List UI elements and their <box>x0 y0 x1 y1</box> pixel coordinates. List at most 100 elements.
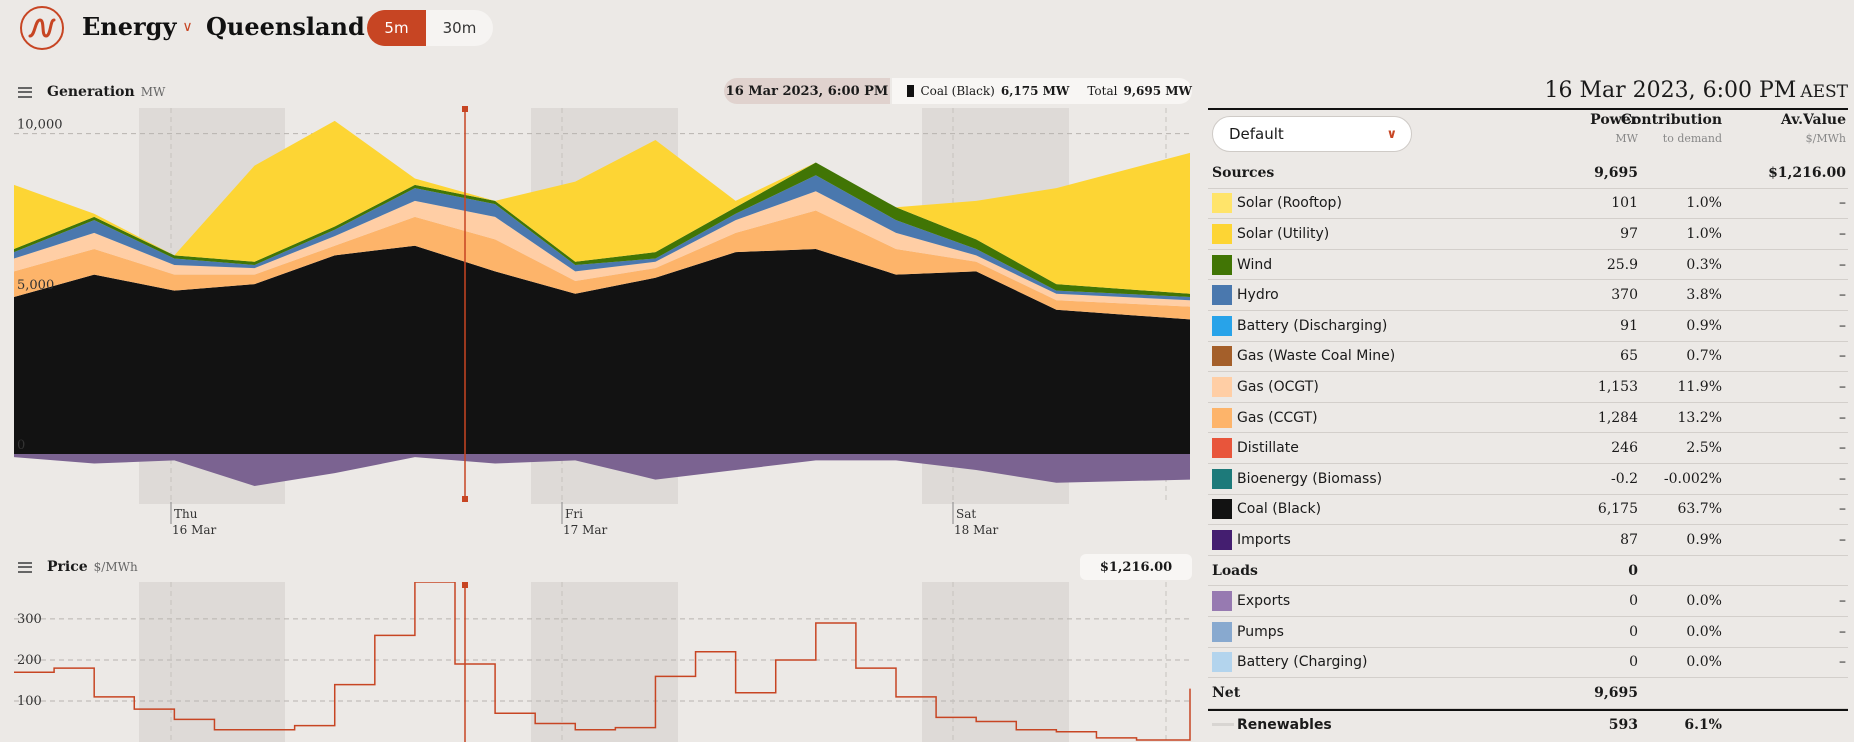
fuel-row[interactable]: Gas (CCGT) 1,284 13.2% – <box>1208 403 1848 434</box>
loads-row: Loads 0 <box>1208 556 1848 587</box>
fuel-swatch[interactable] <box>1212 223 1232 244</box>
sources-row: Sources 9,695 $1,216.00 <box>1208 158 1848 189</box>
sources-label: Sources <box>1212 164 1275 181</box>
renewables-row: Renewables 593 6.1% <box>1208 708 1848 740</box>
fuel-name: Gas (CCGT) <box>1237 409 1318 426</box>
fuel-swatch[interactable] <box>1212 193 1232 214</box>
renewables-power: 593 <box>1608 716 1638 733</box>
app-logo[interactable] <box>20 6 64 50</box>
fuel-contribution: 0.9% <box>1686 317 1722 334</box>
fuel-contribution: 1.0% <box>1686 195 1722 212</box>
region-dropdown[interactable]: Queensland ∨ <box>206 12 381 41</box>
fuel-contribution: 0.3% <box>1686 256 1722 273</box>
fuel-contribution: 0.0% <box>1686 654 1722 671</box>
price-chart[interactable]: 300 200 100 <box>0 582 1200 742</box>
x-tick-date: 18 Mar <box>954 523 999 537</box>
fuel-row[interactable]: Battery (Charging) 0 0.0% – <box>1208 648 1848 679</box>
tooltip-values: Coal (Black) 6,175 MW Total 9,695 MW <box>892 78 1192 104</box>
y-tick-label: 10,000 <box>17 118 63 133</box>
fuel-contribution: 1.0% <box>1686 225 1722 242</box>
fuel-swatch[interactable] <box>1212 499 1232 520</box>
fuel-row[interactable]: Wind 25.9 0.3% – <box>1208 250 1848 281</box>
fuel-swatch[interactable] <box>1212 346 1232 367</box>
fuel-row[interactable]: Coal (Black) 6,175 63.7% – <box>1208 495 1848 526</box>
fuel-swatch[interactable] <box>1212 438 1232 459</box>
fuel-name: Gas (OCGT) <box>1237 378 1319 395</box>
fuel-name: Wind <box>1237 256 1273 273</box>
price-header: Price $/MWh <box>0 554 700 580</box>
fuel-row[interactable]: Gas (OCGT) 1,153 11.9% – <box>1208 372 1848 403</box>
fuel-row[interactable]: Solar (Rooftop) 101 1.0% – <box>1208 189 1848 220</box>
y-tick-label: 100 <box>17 694 42 709</box>
fuel-swatch[interactable] <box>1212 254 1232 275</box>
area-coal-black- <box>14 245 1190 454</box>
renewables-label: Renewables <box>1237 716 1332 733</box>
cursor-handle-top <box>462 106 468 112</box>
y-tick-label: 200 <box>17 653 42 668</box>
night-band <box>922 582 1069 742</box>
view-dropdown[interactable]: Default ∨ <box>1212 116 1412 152</box>
fuel-row[interactable]: Gas (Waste Coal Mine) 65 0.7% – <box>1208 342 1848 373</box>
fuel-av-value: – <box>1839 654 1846 671</box>
fuel-row[interactable]: Distillate 246 2.5% – <box>1208 433 1848 464</box>
renewables-contribution: 6.1% <box>1684 716 1722 733</box>
generation-chart[interactable]: 10,000 5,000 0 Thu 16 Mar Fri 17 Mar Sat 18 Mar <box>0 104 1200 544</box>
x-tick-date: 16 Mar <box>172 523 217 537</box>
fuel-swatch[interactable] <box>1212 376 1232 397</box>
price-line <box>14 582 1191 741</box>
summary-table-panel: 16 Mar 2023, 6:00 PM AEST Default ∨ Power… <box>1208 72 1848 742</box>
menu-icon[interactable] <box>18 561 32 573</box>
fuel-row[interactable]: Pumps 0 0.0% – <box>1208 617 1848 648</box>
generation-unit: MW <box>140 85 166 99</box>
area-solar-utility- <box>14 120 1190 294</box>
fuel-power: 246 <box>1611 440 1638 457</box>
y-tick-label: 300 <box>17 612 42 627</box>
fuel-swatch[interactable] <box>1212 591 1232 612</box>
fuel-contribution: 0.0% <box>1686 623 1722 640</box>
fuel-row[interactable]: Hydro 370 3.8% – <box>1208 280 1848 311</box>
fuel-name: Distillate <box>1237 440 1299 457</box>
fuel-swatch[interactable] <box>1212 529 1232 550</box>
menu-icon[interactable] <box>18 86 32 98</box>
fuel-power: 0 <box>1629 593 1638 610</box>
fuel-row[interactable]: Imports 87 0.9% – <box>1208 525 1848 556</box>
interval-30m-button[interactable]: 30m <box>442 19 477 37</box>
generation-title: Generation MW <box>47 84 166 100</box>
fuel-contribution: -0.002% <box>1663 470 1722 487</box>
fuel-swatch[interactable] <box>1212 285 1232 306</box>
fuel-row[interactable]: Solar (Utility) 97 1.0% – <box>1208 219 1848 250</box>
fuel-power: 0 <box>1629 654 1638 671</box>
x-tick-day: Thu <box>174 507 198 521</box>
fuel-name: Gas (Waste Coal Mine) <box>1237 348 1396 365</box>
region-type-dropdown[interactable]: Energy ∨ <box>82 12 193 41</box>
fuel-name: Solar (Utility) <box>1237 225 1330 242</box>
fuel-swatch[interactable] <box>1212 407 1232 428</box>
fuel-av-value: – <box>1839 195 1846 212</box>
timezone-label: AEST <box>1800 82 1848 102</box>
fuel-power: 91 <box>1620 317 1638 334</box>
fuel-row[interactable]: Exports 0 0.0% – <box>1208 586 1848 617</box>
chevron-down-icon: ∨ <box>1386 126 1397 142</box>
col-value-header: Av.Value $/MWh <box>1781 112 1846 145</box>
fuel-contribution: 11.9% <box>1677 378 1722 395</box>
fuel-name: Pumps <box>1237 623 1284 640</box>
fuel-power: -0.2 <box>1611 470 1638 487</box>
logo-wave-icon <box>28 18 56 38</box>
net-power: 9,695 <box>1594 684 1638 701</box>
y-tick-label: 0 <box>17 438 25 453</box>
interval-5m-button[interactable]: 5m <box>367 10 426 46</box>
fuel-row[interactable]: Bioenergy (Biomass) -0.2 -0.002% – <box>1208 464 1848 495</box>
x-tick-day: Fri <box>565 507 583 521</box>
fuel-swatch[interactable] <box>1212 621 1232 642</box>
renewables-dash-icon <box>1212 723 1234 727</box>
fuel-row[interactable]: Battery (Discharging) 91 0.9% – <box>1208 311 1848 342</box>
fuel-contribution: 63.7% <box>1677 501 1722 518</box>
night-band <box>531 582 678 742</box>
view-dropdown-value: Default <box>1229 125 1284 143</box>
fuel-swatch[interactable] <box>1212 315 1232 336</box>
fuel-name: Battery (Charging) <box>1237 654 1368 671</box>
fuel-av-value: – <box>1839 470 1846 487</box>
fuel-swatch[interactable] <box>1212 468 1232 489</box>
fuel-swatch[interactable] <box>1212 652 1232 673</box>
fuel-av-value: – <box>1839 287 1846 304</box>
